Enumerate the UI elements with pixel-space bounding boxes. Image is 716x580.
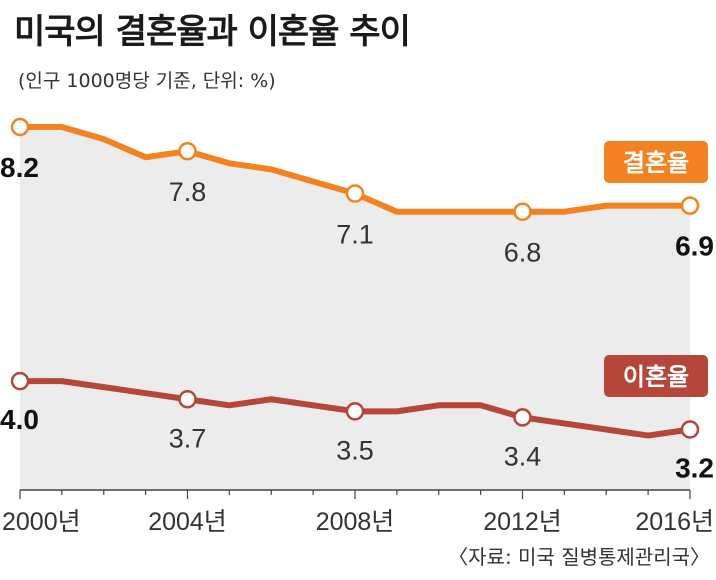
x-tick-label-2008: 2008년 [316,508,395,536]
divorce-marker-2016 [680,420,700,439]
divorce-label-2000: 4.0 [0,404,39,435]
divorce-label-2016: 3.2 [675,453,714,484]
marriage-legend-label: 결혼율 [623,149,689,177]
divorce-legend-label: 이혼율 [623,363,689,391]
marriage-marker-2000 [10,117,30,137]
chart-subtitle: (인구 1000명당 기준, 단위: %) [18,70,276,92]
divorce-marker-2000 [10,371,30,391]
x-tick-label-2016: 2016년 [635,508,714,536]
divorce-marker-2012 [513,408,532,427]
marriage-label-2004: 7.8 [169,177,207,207]
marriage-label-2000: 8.2 [0,152,39,183]
divorce-label-2004: 3.7 [169,423,207,453]
marriage-marker-2004 [178,141,197,161]
marriage-label-2008: 7.1 [336,220,374,250]
divorce-marker-2004 [178,390,197,409]
marriage-legend-badge [604,141,708,183]
divorce-marker-2008 [345,402,365,421]
marriage-marker-2008 [345,184,365,203]
marriage-marker-2016 [680,196,700,215]
chart-title: 미국의 결혼율과 이혼율 추이 [14,12,411,52]
marriage-marker-2012 [513,202,532,221]
marriage-label-2016: 6.9 [675,231,714,262]
x-tick-label-2004: 2004년 [148,508,227,536]
divorce-legend-badge [604,355,708,397]
divorce-label-2008: 3.5 [336,435,374,465]
x-tick-label-2012: 2012년 [483,508,562,536]
marriage-label-2012: 6.8 [504,238,542,268]
x-tick-label-2000: 2000년 [2,508,81,536]
source-note: 〈자료: 미국 질병통제관리국〉 [448,545,710,569]
divorce-label-2012: 3.4 [504,441,542,471]
